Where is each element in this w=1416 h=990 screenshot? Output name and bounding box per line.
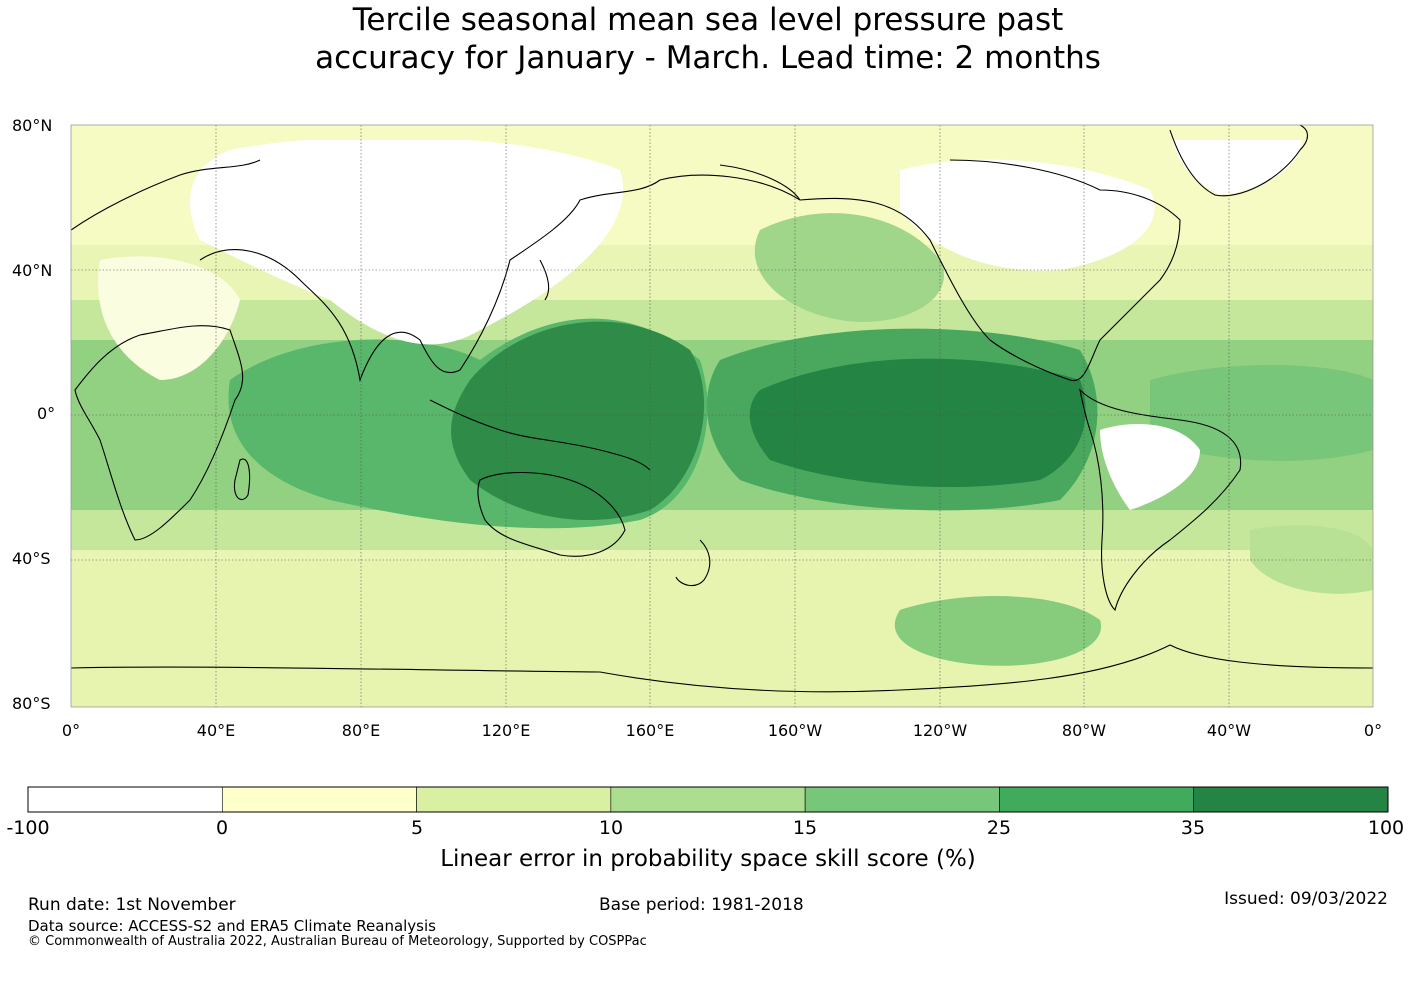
lat-label-40n: 40°N [12, 261, 53, 280]
skill-region-north-pacific [754, 213, 944, 322]
coastline-maritime-continent [429, 399, 651, 471]
map-frame [70, 124, 1374, 708]
negative-skill-africa [98, 256, 240, 380]
coastline-africa [74, 325, 244, 541]
data-source: Data source: ACCESS-S2 and ERA5 Climate … [28, 917, 436, 935]
lon-label-40e: 40°E [196, 721, 236, 740]
colorbar-swatch-3 [610, 786, 806, 813]
skill-region-tropical-atlantic [1150, 365, 1373, 461]
lon-label-80e: 80°E [341, 721, 381, 740]
colorbar-swatch-4 [804, 786, 1000, 813]
lat-label-0: 0° [37, 404, 56, 423]
colorbar-tick-100: 100 [1367, 817, 1405, 839]
negative-skill-arctic [71, 125, 1373, 140]
gridlines [71, 125, 1373, 707]
lon-label-160w: 160°W [767, 721, 823, 740]
colorbar-swatch-6 [1193, 786, 1389, 813]
coastlines [71, 125, 1373, 693]
coastline-antarctica [71, 644, 1373, 693]
base-period: Base period: 1981-2018 [599, 895, 804, 915]
colorbar-tick-neg100: -100 [6, 817, 50, 839]
coastline-japan [539, 259, 550, 301]
colorbar-tick-35: 35 [1180, 817, 1206, 839]
colorbar-tick-15: 15 [792, 817, 818, 839]
coastline-north-america [799, 159, 1181, 382]
lon-label-160e: 160°E [625, 721, 675, 740]
colorbar-tick-5: 5 [410, 817, 424, 839]
lon-label-120e: 120°E [481, 721, 531, 740]
negative-skill-eurasia [190, 136, 624, 345]
issued-date: Issued: 09/03/2022 [1224, 889, 1388, 909]
colorbar-label: Linear error in probability space skill … [440, 846, 976, 872]
lon-label-0-left: 0° [61, 721, 81, 740]
lon-label-40w: 40°W [1206, 721, 1252, 740]
colorbar-swatch-2 [416, 786, 612, 813]
colorbar-tick-10: 10 [598, 817, 624, 839]
lat-label-80n: 80°N [12, 116, 53, 135]
chart-title-line-1: Tercile seasonal mean sea level pressure… [352, 2, 1064, 38]
skill-region-southern-ocean [894, 596, 1102, 666]
coastline-eurasia [199, 164, 801, 383]
colorbar-swatch-1 [221, 786, 417, 813]
colorbar-tick-0: 0 [215, 817, 229, 839]
skill-band-south-yellow [71, 560, 1373, 707]
lon-label-80w: 80°W [1061, 721, 1107, 740]
copyright: © Commonwealth of Australia 2022, Austra… [28, 934, 647, 949]
lon-label-120w: 120°W [912, 721, 968, 740]
colorbar-frame [27, 786, 1389, 813]
lon-label-0-right: 0° [1363, 721, 1383, 740]
colorbar-swatches [27, 786, 1389, 813]
skill-region-south-atlantic [1250, 525, 1373, 594]
colorbar-swatch-0 [27, 786, 223, 813]
colorbar-swatch-5 [999, 786, 1195, 813]
coastline-greenland [1169, 125, 1309, 197]
coastline-europe [71, 159, 261, 231]
colorbar-tick-25: 25 [986, 817, 1012, 839]
chart-title-line-2: accuracy for January - March. Lead time:… [315, 40, 1101, 76]
skill-region-east-pacific-core [749, 358, 1086, 488]
lat-label-80s: 80°S [12, 694, 51, 713]
coastline-new-zealand [675, 539, 711, 587]
negative-skill-north-america [900, 159, 1155, 271]
coastline-australia [477, 471, 626, 557]
lat-label-40s: 40°S [12, 549, 51, 568]
negative-skill-south-america [1100, 424, 1200, 510]
negative-skill-greenland [1170, 130, 1302, 195]
skill-region-west-pacific [451, 321, 705, 520]
colorbar [27, 786, 1389, 813]
coastline-madagascar [233, 458, 251, 500]
run-date: Run date: 1st November [28, 895, 236, 915]
skill-score-map [70, 124, 1374, 708]
